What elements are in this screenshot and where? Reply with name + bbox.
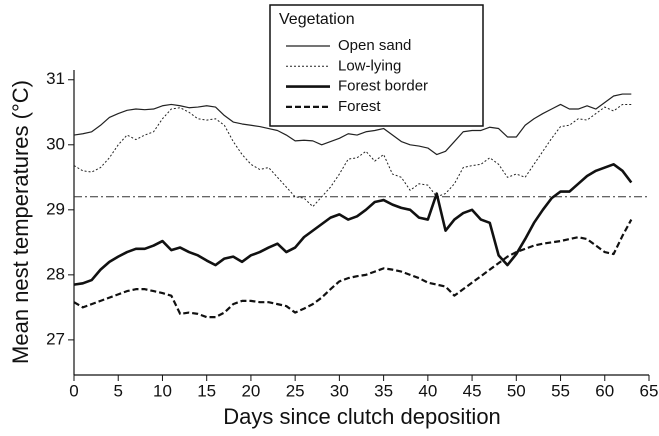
x-tick-label: 5 (113, 381, 122, 400)
legend-title: Vegetation (279, 11, 355, 28)
x-tick-label: 25 (286, 381, 305, 400)
y-axis-label: Mean nest temperatures (°C) (8, 80, 33, 364)
x-tick-label: 10 (153, 381, 172, 400)
x-tick-label: 40 (418, 381, 437, 400)
x-tick-label: 30 (330, 381, 349, 400)
legend-label: Forest border (338, 78, 428, 95)
x-axis-label: Days since clutch deposition (223, 404, 501, 429)
x-tick-label: 45 (463, 381, 482, 400)
x-tick-label: 55 (551, 381, 570, 400)
y-tick-label: 29 (46, 199, 65, 218)
x-tick-label: 60 (595, 381, 614, 400)
x-tick-label: 0 (69, 381, 78, 400)
legend-label: Open sand (338, 37, 411, 54)
y-tick-label: 30 (46, 134, 65, 153)
x-tick-label: 65 (640, 381, 659, 400)
y-tick-label: 28 (46, 264, 65, 283)
x-tick-label: 15 (197, 381, 216, 400)
y-tick-label: 31 (46, 69, 65, 88)
series-line (73, 93, 632, 156)
series-line (73, 162, 633, 286)
series-line (73, 219, 633, 319)
legend-label: Low-lying (338, 57, 401, 74)
y-tick-label: 27 (46, 329, 65, 348)
legend-label: Forest (338, 98, 381, 115)
x-tick-label: 20 (241, 381, 260, 400)
x-tick-label: 35 (374, 381, 393, 400)
x-tick-label: 50 (507, 381, 526, 400)
